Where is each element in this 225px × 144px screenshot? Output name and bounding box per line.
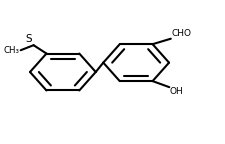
Text: S: S (26, 34, 32, 44)
Text: OH: OH (170, 87, 184, 96)
Text: CH₃: CH₃ (4, 46, 20, 55)
Text: CHO: CHO (171, 29, 191, 38)
